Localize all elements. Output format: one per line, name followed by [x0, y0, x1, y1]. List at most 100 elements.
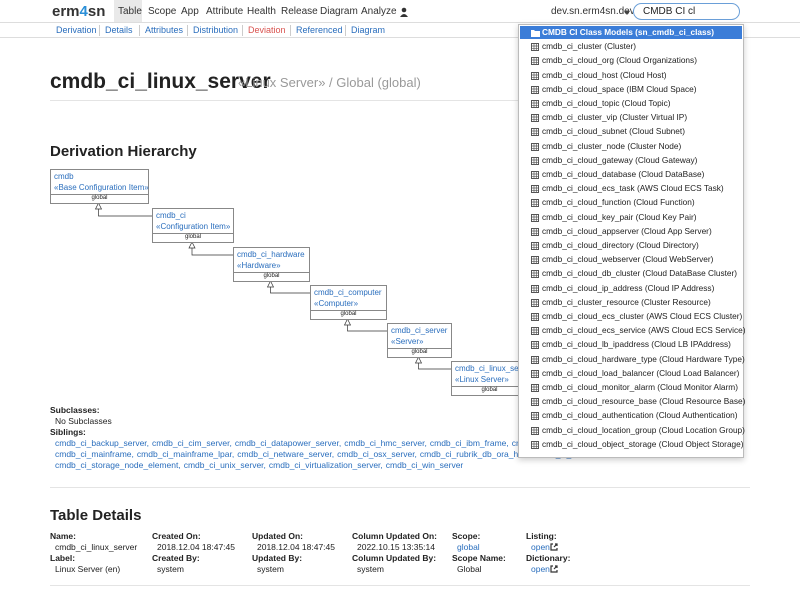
dropdown-item[interactable]: cmdb_ci_cloud_resource_base (Cloud Resou… — [520, 395, 745, 408]
icon-shape — [550, 543, 558, 551]
class-box[interactable]: cmdb_ci «Configuration Item» global — [152, 208, 234, 243]
dropdown-item[interactable]: cmdb_ci_cloud_lb_ipaddress (Cloud LB IPA… — [520, 338, 742, 351]
sibling-link[interactable]: cmdb_ci_mainframe, — [55, 449, 134, 459]
dropdown-item[interactable]: cmdb_ci_cloud_monitor_alarm (Cloud Monit… — [520, 381, 742, 394]
sibling-link[interactable]: cmdb_ci_mainframe_lpar, — [136, 449, 235, 459]
table-icon-grid — [531, 228, 539, 236]
table-icon — [531, 426, 539, 435]
dropdown-item[interactable]: cmdb_ci_cloud_ecs_task (AWS Cloud ECS Ta… — [520, 182, 742, 195]
field-value[interactable]: open — [531, 542, 550, 552]
class-divider — [452, 386, 527, 387]
sibling-link[interactable]: cmdb_ci_win_server — [385, 460, 464, 470]
table-icon — [531, 142, 539, 151]
class-label: «Hardware» — [237, 261, 281, 270]
menu-item[interactable]: Table — [118, 6, 142, 17]
sibling-link[interactable]: cmdb_ci_virtualization_server, — [268, 460, 383, 470]
dropdown-item[interactable]: cmdb_ci_cloud_space (IBM Cloud Space) — [520, 83, 742, 96]
class-name: cmdb_ci_hardware — [237, 250, 305, 259]
sibling-link[interactable]: cmdb_ci_cim_server, — [152, 438, 232, 448]
search-dropdown: CMDB CI Class Models (sn_cmdb_ci_class) c… — [518, 24, 746, 458]
dropdown-item[interactable]: cmdb_ci_cloud_ecs_service (AWS Cloud ECS… — [520, 324, 746, 337]
class-scope: global — [91, 195, 108, 201]
menu-item[interactable]: Scope — [148, 6, 177, 17]
dropdown-item[interactable]: cmdb_ci_cloud_ip_address (Cloud IP Addre… — [520, 282, 742, 295]
menu-item[interactable]: Health — [247, 6, 276, 17]
subnav-item[interactable]: Attributes — [145, 25, 184, 35]
dropdown-item[interactable]: cmdb_ci_cloud_topic (Cloud Topic) — [520, 97, 742, 110]
dropdown-header[interactable]: CMDB CI Class Models (sn_cmdb_ci_class) — [520, 26, 742, 39]
subnav-item[interactable]: Deviation — [248, 25, 286, 35]
class-box[interactable]: cmdb_ci_computer «Computer» global — [310, 285, 387, 320]
sibling-link[interactable]: cmdb_ci_backup_server, — [55, 438, 150, 448]
dropdown-item[interactable]: cmdb_ci_cloud_appserver (Cloud App Serve… — [520, 225, 742, 238]
class-label: «Server» — [391, 337, 424, 346]
class-label: «Base Configuration Item» — [54, 183, 149, 192]
menu-item[interactable]: App — [181, 6, 199, 17]
dropdown-item[interactable]: cmdb_ci_cloud_db_cluster (Cloud DataBase… — [520, 267, 742, 280]
dropdown-item[interactable]: cmdb_ci_cluster_resource (Cluster Resour… — [520, 296, 742, 309]
sibling-link[interactable]: cmdb_ci_osx_server, — [337, 449, 417, 459]
table-icon-grid — [531, 43, 539, 51]
sibling-link[interactable]: cmdb_ci_ibm_frame, — [429, 438, 509, 448]
sibling-link[interactable]: cmdb_ci_rubrik_db_ora_host, — [419, 449, 532, 459]
dropdown-item[interactable]: cmdb_ci_cloud_database (Cloud DataBase) — [520, 168, 742, 181]
server-select[interactable]: dev.sn.erm4sn.dev — [551, 6, 635, 17]
dropdown-item[interactable]: cmdb_ci_cloud_subnet (Cloud Subnet) — [520, 125, 742, 138]
table-icon — [531, 298, 539, 307]
dropdown-item-text: cmdb_ci_cloud_load_balancer (Cloud Load … — [542, 367, 740, 378]
dropdown-item[interactable]: cmdb_ci_cluster (Cluster) — [520, 40, 742, 53]
dropdown-item[interactable]: cmdb_ci_cloud_gateway (Cloud Gateway) — [520, 154, 742, 167]
dropdown-item[interactable]: cmdb_ci_cloud_org (Cloud Organizations) — [520, 54, 742, 67]
class-box[interactable]: cmdb_ci_hardware «Hardware» global — [233, 247, 310, 282]
field-label: Updated On: — [252, 531, 303, 541]
subnav-item[interactable]: Diagram — [351, 25, 386, 35]
dropdown-item[interactable]: cmdb_ci_cloud_ecs_cluster (AWS Cloud ECS… — [520, 310, 742, 323]
sibling-link[interactable]: cmdb_ci_storage_node_element, — [55, 460, 181, 470]
sibling-link[interactable]: cmdb_ci_unix_server, — [183, 460, 266, 470]
menu-item[interactable]: Attribute — [206, 6, 244, 17]
dropdown-item[interactable]: cmdb_ci_cloud_load_balancer (Cloud Load … — [520, 367, 742, 380]
field-label: Scope: — [452, 531, 481, 541]
table-icon-grid — [531, 384, 539, 392]
inheritance-arrow — [266, 280, 275, 288]
search-input[interactable]: CMDB CI cl — [633, 3, 740, 20]
dropdown-item[interactable]: cmdb_ci_cloud_host (Cloud Host) — [520, 69, 742, 82]
dropdown-item[interactable]: cmdb_ci_cloud_key_pair (Cloud Key Pair) — [520, 211, 742, 224]
menu-item[interactable]: Analyze — [361, 6, 397, 17]
table-icon-grid — [531, 143, 539, 151]
dropdown-item[interactable]: cmdb_ci_cloud_function (Cloud Function) — [520, 196, 742, 209]
dropdown-item[interactable]: cmdb_ci_cloud_directory (Cloud Directory… — [520, 239, 742, 252]
class-box[interactable]: cmdb «Base Configuration Item» global — [50, 169, 149, 204]
subnav-item[interactable]: Referenced — [296, 25, 343, 35]
sibling-link[interactable]: cmdb_ci_netware_server, — [237, 449, 335, 459]
subnav-item[interactable]: Details — [105, 25, 133, 35]
field-value[interactable]: global — [457, 542, 480, 552]
sibling-link[interactable]: cmdb_ci_datapower_server, — [234, 438, 342, 448]
subnav-item[interactable]: Derivation — [56, 25, 97, 35]
dropdown-item[interactable]: cmdb_ci_cluster_node (Cluster Node) — [520, 140, 742, 153]
table-icon — [531, 199, 539, 208]
dropdown-item[interactable]: cmdb_ci_cloud_object_storage (Cloud Obje… — [520, 438, 744, 451]
dropdown-item-text: cmdb_ci_cloud_directory (Cloud Directory… — [542, 240, 699, 250]
menu-item[interactable]: Release — [281, 6, 318, 17]
menu-item[interactable]: Diagram — [320, 6, 358, 17]
class-box[interactable]: cmdb_ci_linux_server «Linux Server» global — [451, 361, 532, 396]
class-box[interactable]: cmdb_ci_server «Server» global — [387, 323, 452, 358]
field-value[interactable]: open — [531, 564, 550, 574]
dropdown-item[interactable]: cmdb_ci_cloud_location_group (Cloud Loca… — [520, 424, 745, 437]
table-icon-grid — [531, 100, 539, 108]
external-link-icon — [550, 543, 558, 551]
dropdown-item[interactable]: cmdb_ci_cloud_hardware_type (Cloud Hardw… — [520, 353, 745, 366]
dropdown-item[interactable]: cmdb_ci_cluster_vip (Cluster Virtual IP) — [520, 111, 742, 124]
table-icon — [531, 128, 539, 137]
table-icon — [531, 369, 539, 378]
sibling-link[interactable]: cmdb_ci_hmc_server, — [344, 438, 427, 448]
field-value: 2018.12.04 18:47:45 — [157, 542, 235, 552]
dropdown-item[interactable]: cmdb_ci_cloud_webserver (Cloud WebServer… — [520, 253, 742, 266]
dropdown-item-text: cmdb_ci_cloud_object_storage (Cloud Obje… — [542, 438, 744, 449]
logo[interactable]: erm4sn — [52, 3, 105, 20]
table-icon-grid — [531, 270, 539, 278]
subnav-item[interactable]: Distribution — [193, 25, 239, 35]
dropdown-item[interactable]: cmdb_ci_cloud_authentication (Cloud Auth… — [520, 409, 742, 422]
